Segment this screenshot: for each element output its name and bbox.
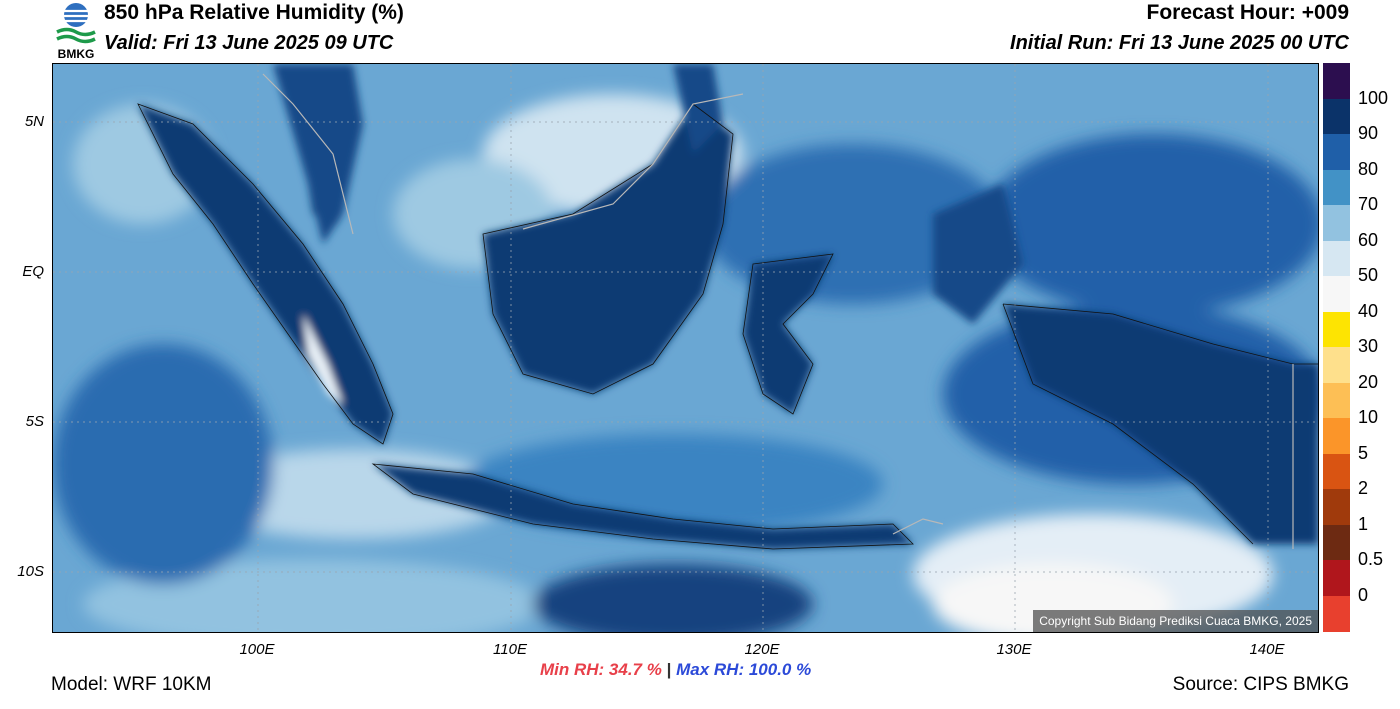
colorbar-label: 5 xyxy=(1358,442,1369,463)
copyright-notice: Copyright Sub Bidang Prediksi Cuaca BMKG… xyxy=(1033,610,1318,632)
land-humidity xyxy=(138,64,1318,549)
lon-label-110e: 110E xyxy=(493,641,527,658)
colorbar-cell xyxy=(1323,169,1350,206)
data-source: Source: CIPS BMKG xyxy=(1172,674,1349,695)
colorbar-label: 40 xyxy=(1358,300,1379,321)
max-rh: Max RH: 100.0 % xyxy=(676,660,812,679)
colorbar-cell xyxy=(1323,63,1350,99)
coastlines xyxy=(137,103,1318,550)
initial-run: Initial Run: Fri 13 June 2025 00 UTC xyxy=(1010,32,1349,54)
logo-sun-icon xyxy=(59,3,93,27)
country-borders xyxy=(262,73,1294,549)
colorbar-label: 0.5 xyxy=(1358,549,1384,569)
logo-text: BMKG xyxy=(57,47,95,61)
lat-label-eq: EQ xyxy=(22,263,44,280)
colorbar-cell xyxy=(1323,98,1350,135)
colorbar-cell xyxy=(1323,347,1350,383)
colorbar-label: 10 xyxy=(1358,407,1379,427)
stats-separator: | xyxy=(666,660,672,679)
colorbar-cell xyxy=(1323,595,1350,632)
humidity-map[interactable]: Copyright Sub Bidang Prediksi Cuaca BMKG… xyxy=(52,63,1319,633)
chart-title: 850 hPa Relative Humidity (%) xyxy=(104,1,404,24)
logo-wave-icon xyxy=(56,27,96,44)
colorbar-label: 100 xyxy=(1358,87,1389,108)
colorbar-label: 2 xyxy=(1358,478,1369,498)
lat-label-10s: 10S xyxy=(17,563,44,580)
forecast-hour: Forecast Hour: +009 xyxy=(1146,1,1350,24)
colorbar-label: 70 xyxy=(1358,194,1379,214)
colorbar xyxy=(1323,63,1350,632)
colorbar-label: 50 xyxy=(1358,265,1379,285)
colorbar-cell xyxy=(1323,453,1350,490)
colorbar-cell xyxy=(1323,418,1350,454)
lon-label-140e: 140E xyxy=(1249,641,1285,658)
model-name: Model: WRF 10KM xyxy=(51,674,212,695)
rh-stats: Min RH: 34.7 % | Max RH: 100.0 % xyxy=(540,660,811,680)
colorbar-label: 90 xyxy=(1358,123,1379,143)
colorbar-label: 0 xyxy=(1358,584,1369,605)
lon-label-120e: 120E xyxy=(744,641,780,658)
colorbar-cell xyxy=(1323,134,1350,170)
lat-label-5n: 5N xyxy=(24,113,44,130)
colorbar-label: 1 xyxy=(1358,513,1369,534)
colorbar-label: 30 xyxy=(1358,336,1379,356)
colorbar-label: 80 xyxy=(1358,158,1379,179)
colorbar-cell xyxy=(1323,276,1350,312)
lon-label-100e: 100E xyxy=(239,641,275,658)
lat-label-5s: 5S xyxy=(25,413,44,430)
colorbar-label: 60 xyxy=(1358,229,1379,250)
valid-time: Valid: Fri 13 June 2025 09 UTC xyxy=(104,32,394,54)
colorbar-label: 20 xyxy=(1358,371,1379,392)
bmkg-logo: BMKG xyxy=(51,1,101,61)
colorbar-cell xyxy=(1323,560,1350,596)
lon-label-130e: 130E xyxy=(996,641,1032,658)
colorbar-cell xyxy=(1323,240,1350,277)
map-graticule xyxy=(53,64,1318,632)
colorbar-cell xyxy=(1323,205,1350,241)
min-rh: Min RH: 34.7 % xyxy=(540,660,662,679)
colorbar-cell xyxy=(1323,382,1350,419)
colorbar-cell xyxy=(1323,524,1350,561)
colorbar-cell xyxy=(1323,489,1350,525)
colorbar-cell xyxy=(1323,311,1350,348)
map-canvas xyxy=(53,64,1318,632)
